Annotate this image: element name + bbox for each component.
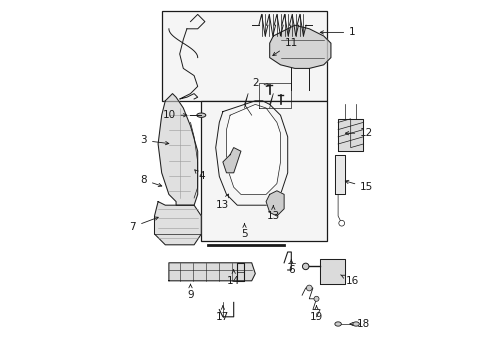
Text: 12: 12 — [345, 128, 373, 138]
Text: 14: 14 — [226, 270, 240, 286]
Polygon shape — [337, 119, 363, 151]
Bar — [162, 11, 326, 101]
Text: 11: 11 — [272, 38, 297, 55]
Text: 9: 9 — [187, 284, 193, 300]
Polygon shape — [154, 202, 201, 245]
Polygon shape — [269, 25, 330, 68]
Text: 4: 4 — [194, 170, 204, 181]
Text: 17: 17 — [216, 306, 229, 322]
Polygon shape — [168, 263, 255, 281]
Text: 3: 3 — [140, 135, 168, 145]
Text: 10: 10 — [162, 110, 186, 120]
Text: 19: 19 — [309, 306, 323, 322]
Circle shape — [302, 263, 308, 270]
Circle shape — [338, 220, 344, 226]
Text: 15: 15 — [345, 180, 373, 192]
Circle shape — [306, 285, 311, 291]
Ellipse shape — [334, 322, 341, 326]
Polygon shape — [334, 155, 345, 194]
Text: 6: 6 — [287, 260, 294, 275]
Text: 16: 16 — [340, 275, 358, 286]
Circle shape — [313, 296, 318, 301]
Polygon shape — [226, 104, 280, 194]
Text: 7: 7 — [129, 217, 158, 232]
Text: 8: 8 — [140, 175, 162, 186]
Polygon shape — [265, 191, 284, 216]
Polygon shape — [223, 148, 241, 173]
Ellipse shape — [352, 322, 359, 326]
Ellipse shape — [196, 113, 205, 117]
Text: 13: 13 — [266, 206, 279, 221]
Text: 18: 18 — [349, 319, 369, 329]
Polygon shape — [320, 259, 345, 284]
Text: 1: 1 — [320, 27, 355, 37]
Text: 2: 2 — [251, 78, 269, 88]
Text: 13: 13 — [216, 194, 229, 210]
Bar — [201, 101, 326, 241]
Text: 5: 5 — [241, 224, 247, 239]
Polygon shape — [158, 94, 197, 205]
